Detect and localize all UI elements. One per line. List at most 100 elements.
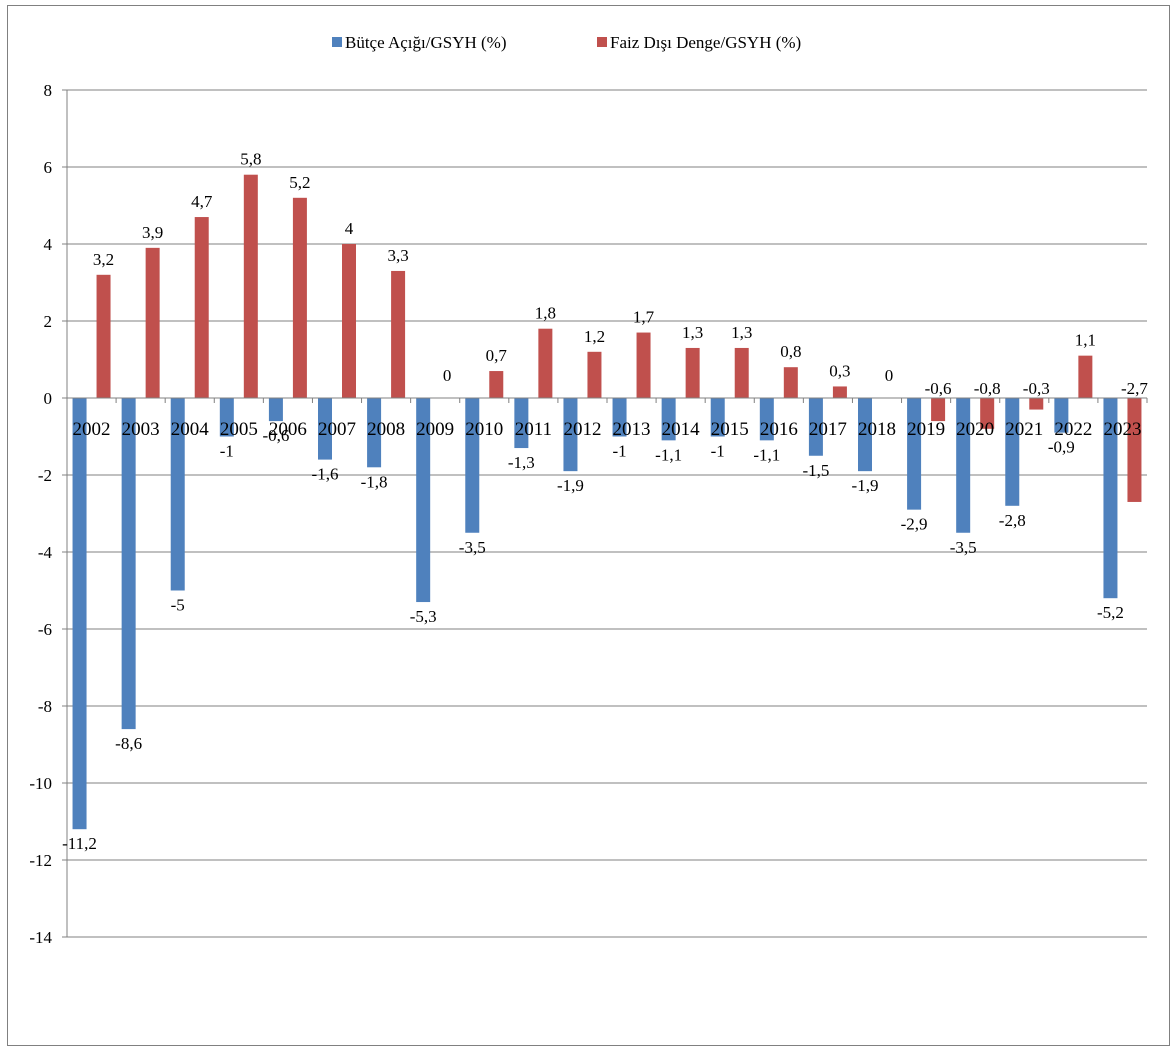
bar bbox=[734, 347, 749, 398]
bar bbox=[538, 328, 553, 398]
data-label: 1,2 bbox=[584, 327, 605, 346]
legend-swatch bbox=[332, 37, 342, 47]
data-labels: -11,2-8,6-5-1-0,6-1,6 -1,8-5,3-3,5-1,3-1,… bbox=[62, 150, 1148, 854]
chart-frame bbox=[7, 5, 1170, 1046]
data-label: 0 bbox=[443, 366, 452, 385]
data-label: 4,7 bbox=[191, 192, 213, 211]
legend: Bütçe Açığı/GSYH (%) Faiz Dışı Denge/GSYH… bbox=[332, 33, 801, 52]
x-tick-label: 2023 bbox=[1103, 419, 1141, 440]
data-label: -0,6 bbox=[925, 379, 952, 398]
legend-swatch bbox=[597, 37, 607, 47]
x-tick-label: 2010 bbox=[465, 419, 503, 440]
data-label: 1,3 bbox=[731, 323, 752, 342]
x-tick-label: 2004 bbox=[171, 419, 210, 440]
data-label: 1,8 bbox=[535, 304, 556, 323]
data-label: -1,8 bbox=[361, 472, 388, 491]
legend-label: Faiz Dışı Denge/GSYH (%) bbox=[610, 33, 801, 52]
bar bbox=[907, 398, 922, 510]
data-label: 1,7 bbox=[633, 308, 655, 327]
x-tick-label: 2005 bbox=[220, 419, 258, 440]
bar bbox=[587, 351, 602, 398]
bar bbox=[489, 371, 504, 398]
data-label: 5,8 bbox=[240, 150, 261, 169]
x-tick-label: 2016 bbox=[760, 419, 798, 440]
data-label: 0,3 bbox=[829, 361, 850, 380]
data-label: 1,1 bbox=[1075, 331, 1096, 350]
x-tick-label: 2018 bbox=[858, 419, 896, 440]
data-label: -2,9 bbox=[901, 515, 928, 534]
bar bbox=[170, 398, 185, 591]
data-label: -5 bbox=[171, 596, 185, 615]
bar bbox=[1005, 398, 1020, 506]
x-tick-label: 2008 bbox=[367, 419, 405, 440]
x-tick-label: 2013 bbox=[613, 419, 651, 440]
bar bbox=[268, 398, 283, 422]
y-tick-label: -2 bbox=[38, 466, 52, 485]
legend-label: Bütçe Açığı/GSYH (%) bbox=[345, 33, 506, 52]
bar bbox=[1078, 355, 1093, 398]
data-label: -2,8 bbox=[999, 511, 1026, 530]
data-label: -11,2 bbox=[62, 834, 97, 853]
data-label: 1,3 bbox=[682, 323, 703, 342]
data-label: -5,2 bbox=[1097, 603, 1124, 622]
x-tick-label: 2015 bbox=[711, 419, 749, 440]
x-tick-label: 2003 bbox=[122, 419, 160, 440]
data-label: -1,6 bbox=[312, 465, 339, 484]
data-label: -1,9 bbox=[852, 476, 879, 495]
y-tick-label: 4 bbox=[44, 235, 53, 254]
data-label: -0,3 bbox=[1023, 379, 1050, 398]
y-tick-label: 6 bbox=[44, 158, 53, 177]
bar bbox=[292, 197, 307, 398]
bar bbox=[858, 398, 872, 472]
x-tick-label: 2012 bbox=[563, 419, 601, 440]
bar bbox=[96, 274, 111, 398]
data-label: -1,3 bbox=[508, 453, 535, 472]
data-label: -1,5 bbox=[802, 461, 829, 480]
bar bbox=[956, 398, 971, 533]
data-label: -0,6 bbox=[262, 426, 289, 445]
data-label: 3,3 bbox=[387, 246, 408, 265]
data-label: -1 bbox=[220, 442, 234, 461]
data-label: -1 bbox=[612, 442, 626, 461]
bar bbox=[661, 398, 676, 441]
data-label: 3,9 bbox=[142, 223, 163, 242]
x-tick-label: 2009 bbox=[416, 419, 454, 440]
x-tick-label: 2006 bbox=[269, 419, 307, 440]
data-label: -3,5 bbox=[459, 538, 486, 557]
bar bbox=[685, 347, 700, 398]
bar bbox=[219, 398, 234, 437]
bar bbox=[563, 398, 578, 472]
bar bbox=[514, 398, 529, 449]
data-label: -3,5 bbox=[950, 538, 977, 557]
data-label: 0 bbox=[885, 366, 894, 385]
bar bbox=[1029, 398, 1044, 410]
y-tick-label: 8 bbox=[44, 81, 53, 100]
data-label: -0,9 bbox=[1048, 438, 1075, 457]
data-label: -1 bbox=[711, 442, 725, 461]
x-tick-label: 2020 bbox=[956, 419, 994, 440]
bar bbox=[391, 270, 406, 398]
data-label: -8,6 bbox=[115, 734, 142, 753]
bar bbox=[243, 174, 258, 398]
data-label: 5,2 bbox=[289, 173, 310, 192]
x-tick-label: 2021 bbox=[1005, 419, 1043, 440]
y-tick-label: 2 bbox=[44, 312, 53, 331]
y-tick-label: -12 bbox=[29, 851, 52, 870]
y-axis: 8 6 4 2 0 -2 -4 -6 -8 -10 -12 -14 bbox=[29, 81, 68, 947]
data-label: -2,7 bbox=[1121, 379, 1148, 398]
bar bbox=[465, 398, 480, 533]
data-label: 0,7 bbox=[486, 346, 508, 365]
data-label: 4 bbox=[345, 219, 354, 238]
data-label: -1,9 bbox=[557, 476, 584, 495]
bar bbox=[931, 398, 946, 422]
x-tick-label: 2022 bbox=[1054, 419, 1092, 440]
y-tick-label: -6 bbox=[38, 620, 52, 639]
y-tick-label: -8 bbox=[38, 697, 52, 716]
bar bbox=[145, 247, 160, 398]
x-tick-label: 2017 bbox=[809, 419, 847, 440]
data-label: -0,8 bbox=[974, 379, 1001, 398]
bar bbox=[121, 398, 136, 730]
bar bbox=[759, 398, 774, 441]
y-tick-label: -4 bbox=[38, 543, 53, 562]
